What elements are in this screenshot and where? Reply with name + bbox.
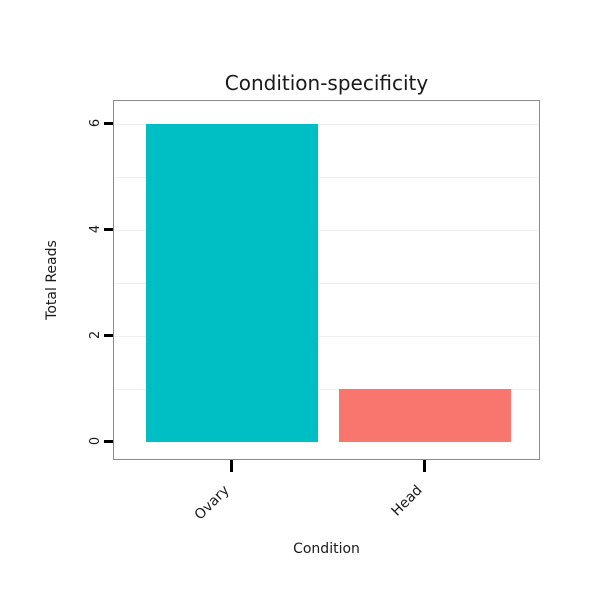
bar-ovary xyxy=(146,124,318,442)
x-tick-mark xyxy=(229,460,233,472)
y-axis-label: Total Reads xyxy=(44,240,60,320)
x-tick-mark xyxy=(422,460,426,472)
y-tick-mark xyxy=(104,228,113,231)
y-tick-label: 2 xyxy=(88,330,103,340)
gridline xyxy=(114,230,539,231)
chart-title: Condition-specificity xyxy=(224,71,429,95)
y-tick-label: 4 xyxy=(88,224,103,234)
gridline xyxy=(114,177,539,178)
y-tick-label: 6 xyxy=(88,118,103,128)
bar-head xyxy=(339,389,511,442)
y-tick-mark xyxy=(104,334,113,337)
gridline xyxy=(114,389,539,390)
y-tick-mark xyxy=(104,122,113,125)
gridline xyxy=(114,336,539,337)
gridline xyxy=(114,283,539,284)
plot-panel xyxy=(113,100,540,460)
x-axis-label: Condition xyxy=(293,541,360,557)
gridline xyxy=(114,124,539,125)
y-tick-label: 0 xyxy=(88,436,103,446)
y-tick-mark xyxy=(104,440,113,443)
